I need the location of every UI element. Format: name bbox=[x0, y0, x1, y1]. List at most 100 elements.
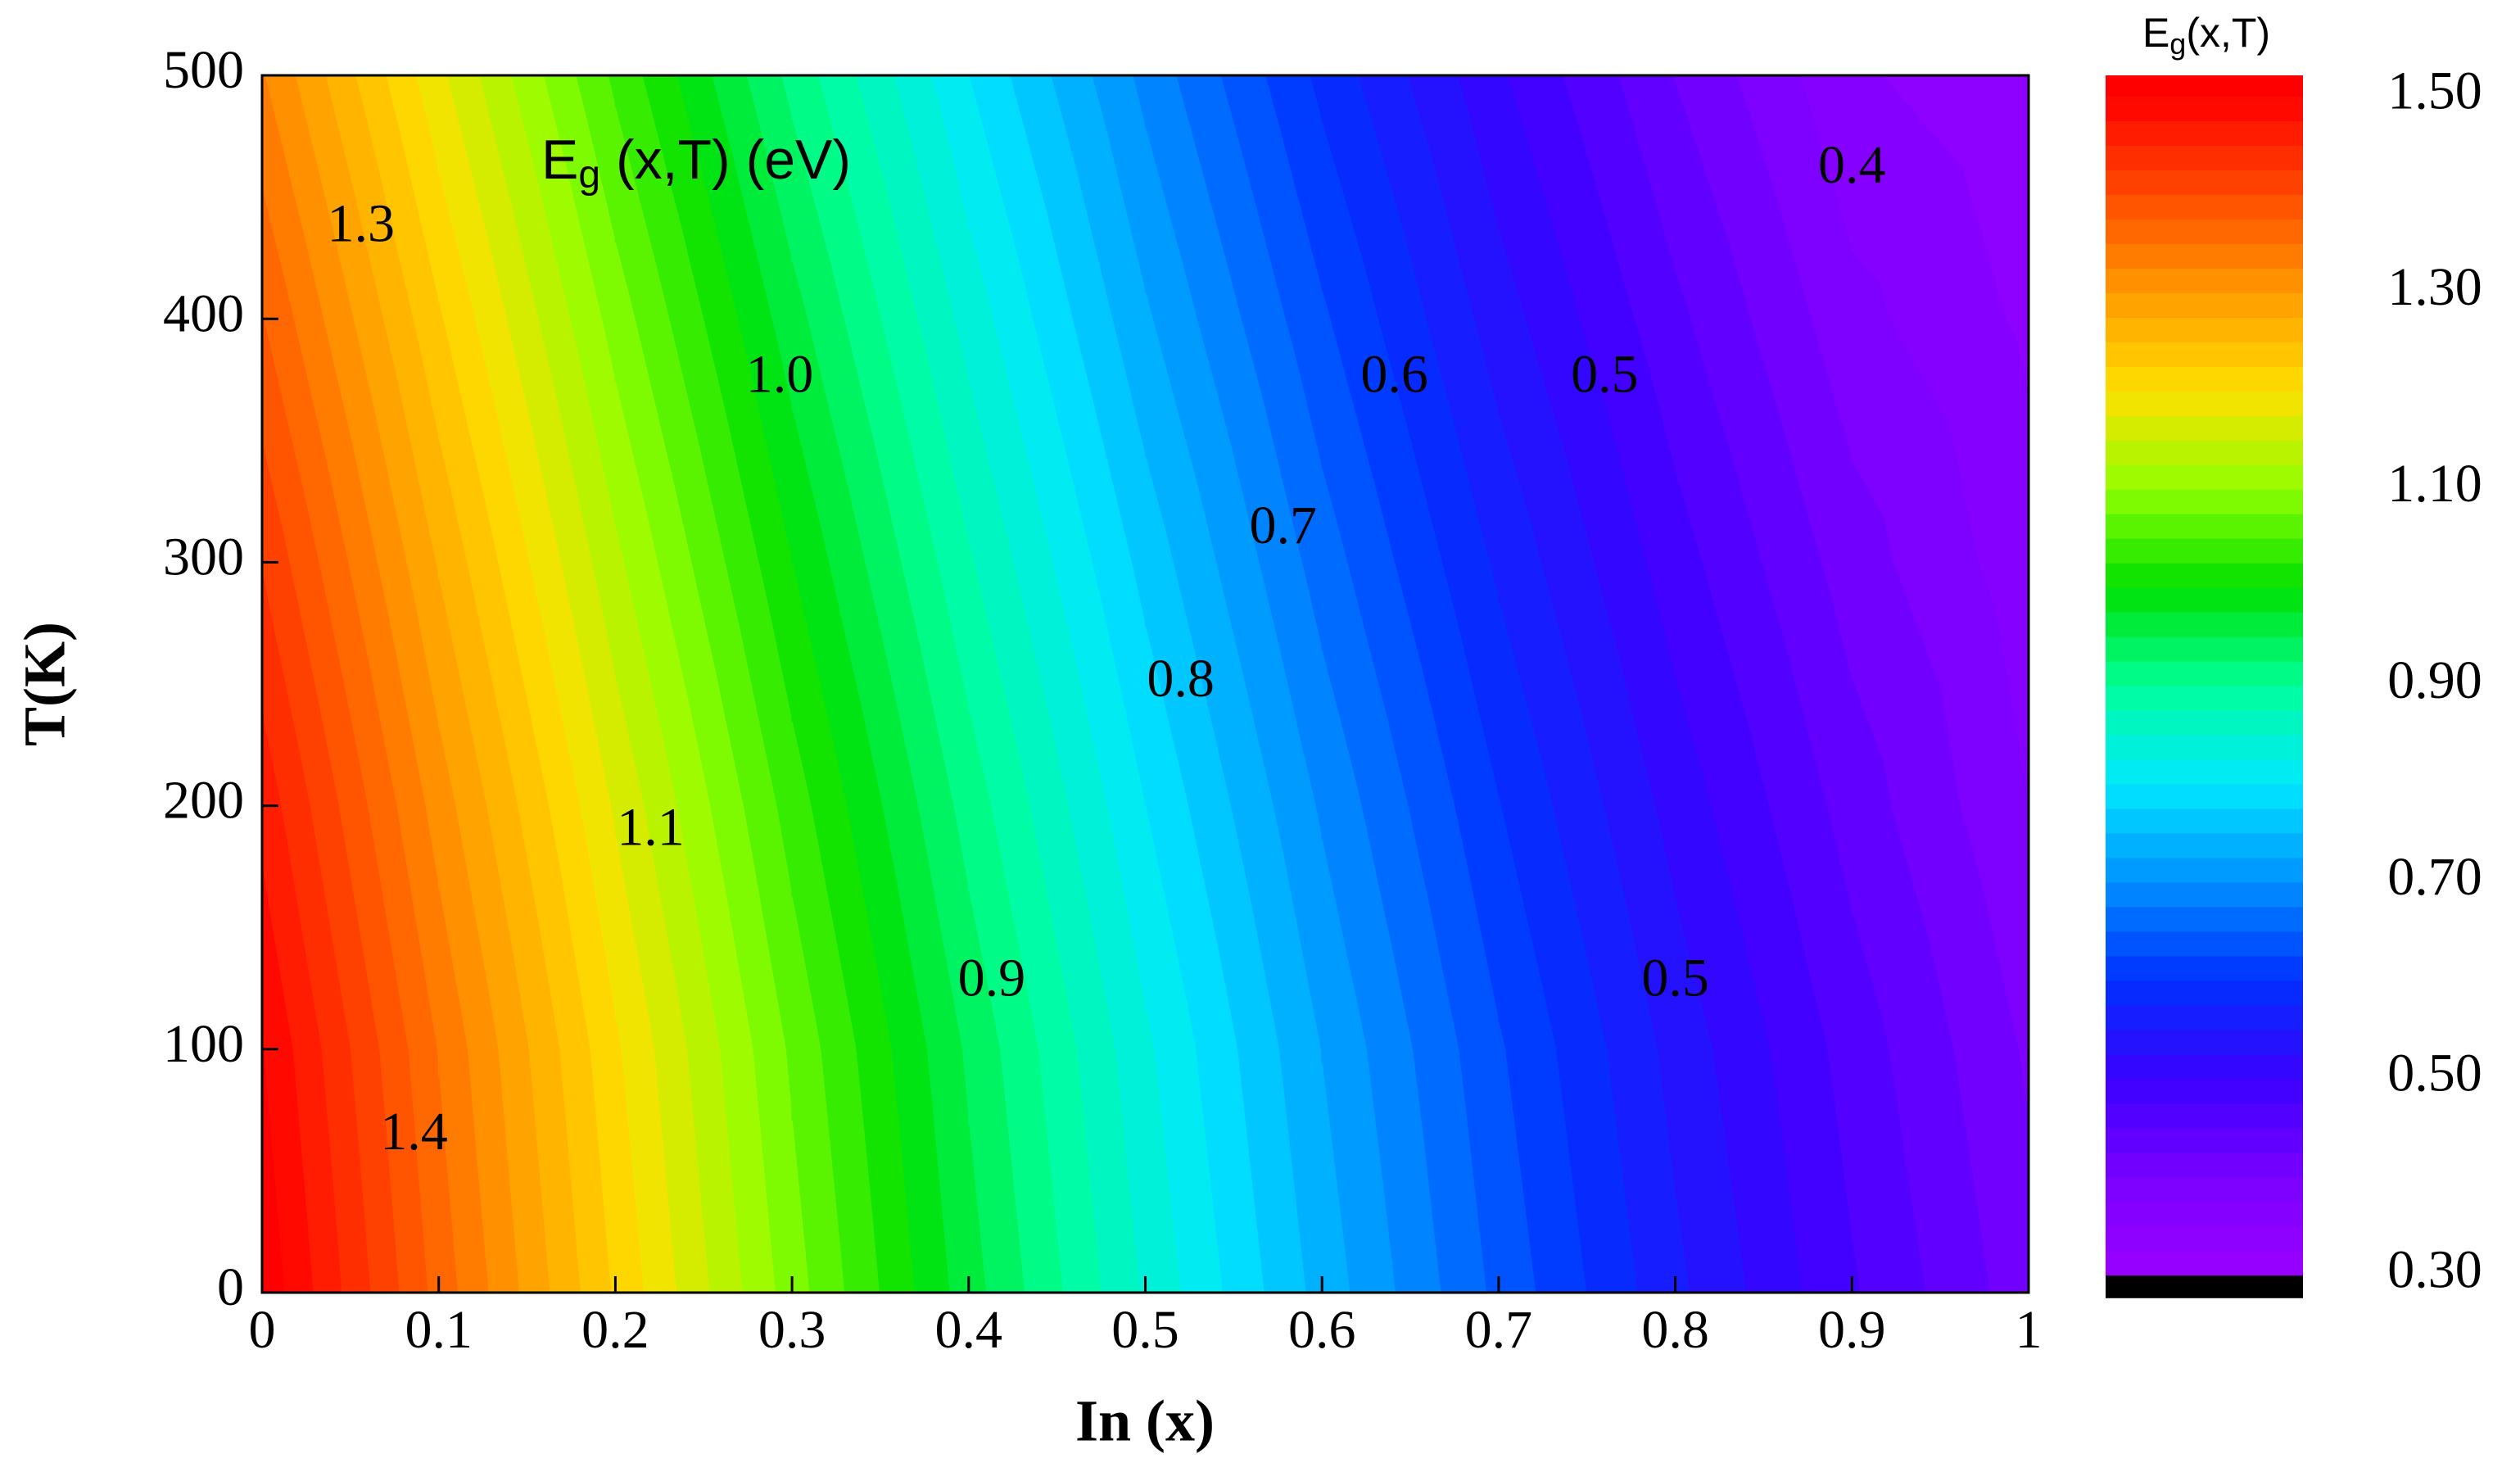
title-subscript: g bbox=[578, 153, 600, 197]
y-tick-label: 400 bbox=[163, 283, 244, 343]
colorbar-band bbox=[2106, 709, 2303, 736]
contour-band bbox=[437, 1077, 456, 1293]
x-tick-label: 0.3 bbox=[758, 1300, 826, 1360]
contour-label: 0.8 bbox=[1147, 649, 1215, 709]
contour-band bbox=[1321, 1063, 1346, 1293]
contour-label: 1.0 bbox=[746, 345, 814, 405]
contour-band bbox=[968, 710, 986, 807]
contour-band bbox=[1851, 912, 1880, 1050]
contour-band bbox=[614, 1019, 621, 1050]
colorbar-tick-label: 1.30 bbox=[2387, 257, 2482, 317]
contour-band bbox=[1851, 1239, 1859, 1293]
contour-band bbox=[1321, 840, 1358, 1050]
colorbar-band bbox=[2106, 537, 2303, 564]
colorbar-band bbox=[2106, 587, 2303, 613]
colorbar-band bbox=[2106, 783, 2303, 809]
colorbar-band bbox=[2106, 194, 2303, 220]
colorbar-tick-label: 0.30 bbox=[2387, 1240, 2482, 1300]
contour-band bbox=[1498, 229, 1518, 319]
colorbar-title-subscript: g bbox=[2169, 27, 2186, 61]
y-axis-label: T(K) bbox=[12, 622, 78, 746]
colorbar-band bbox=[2106, 955, 2303, 981]
contour-label: 0.7 bbox=[1249, 496, 1317, 555]
contour-band bbox=[1144, 292, 1151, 319]
title-part: E bbox=[541, 129, 578, 191]
colorbar-band bbox=[2106, 562, 2303, 588]
colorbar-band bbox=[2106, 1004, 2303, 1030]
colorbar-tick-label: 0.70 bbox=[2387, 847, 2482, 907]
x-tick-label: 0.8 bbox=[1641, 1300, 1709, 1360]
x-tick-label: 0.4 bbox=[935, 1300, 1003, 1360]
chart-title: Eg (x,T) (eV) bbox=[541, 129, 851, 197]
colorbar-band bbox=[2106, 75, 2303, 97]
contour-band bbox=[1674, 679, 1702, 807]
contour-label: 1.3 bbox=[328, 193, 396, 253]
colorbar-band bbox=[2106, 317, 2303, 342]
contour-band bbox=[791, 896, 816, 1050]
colorbar-band bbox=[2106, 759, 2303, 785]
colorbar-band bbox=[2106, 414, 2303, 441]
contour-band bbox=[1674, 272, 1687, 319]
contour-band bbox=[1144, 456, 1167, 564]
contour-label: 0.5 bbox=[1571, 345, 1639, 405]
colorbar-tick-label: 1.10 bbox=[2387, 454, 2482, 514]
colorbar-band bbox=[2106, 96, 2303, 121]
contour-band bbox=[1144, 1008, 1153, 1050]
contour-band bbox=[791, 409, 821, 564]
contour-band bbox=[1498, 414, 1531, 564]
colorbar-band bbox=[2106, 219, 2303, 244]
contour-label: 1.1 bbox=[617, 797, 685, 857]
contour-band bbox=[1851, 678, 1884, 807]
plot-area bbox=[261, 75, 2029, 1293]
colorbar-band bbox=[2106, 1053, 2303, 1080]
contour-band bbox=[1321, 650, 1352, 807]
x-tick-label: 0.2 bbox=[581, 1300, 649, 1360]
contour-band bbox=[968, 1124, 984, 1293]
colorbar-title-part: (x,T) bbox=[2186, 10, 2270, 56]
colorbar-band bbox=[2106, 366, 2303, 392]
contour-band bbox=[1144, 626, 1179, 807]
contour-band bbox=[614, 242, 631, 319]
contour-band bbox=[1498, 797, 1501, 807]
contour-band bbox=[437, 888, 463, 1050]
colorbar-band bbox=[2106, 1103, 2303, 1129]
colorbar-band bbox=[2106, 1127, 2303, 1153]
contour-band bbox=[614, 527, 622, 564]
colorbar-band bbox=[2106, 881, 2303, 908]
contour-band bbox=[1321, 291, 1328, 319]
x-tick-label: 0.7 bbox=[1465, 1300, 1533, 1360]
y-tick-label: 500 bbox=[163, 40, 244, 100]
contour-band bbox=[614, 677, 638, 807]
contour-band bbox=[968, 542, 973, 564]
colorbar-band bbox=[2106, 808, 2303, 834]
colorbar-band bbox=[2106, 931, 2303, 957]
colorbar-band bbox=[2106, 1201, 2303, 1227]
colorbar-band bbox=[2106, 268, 2303, 293]
colorbar-band bbox=[2106, 1176, 2303, 1203]
y-tick-label: 300 bbox=[163, 528, 244, 587]
colorbar-title: Eg(x,T) bbox=[2142, 10, 2270, 60]
colorbar-band bbox=[2106, 857, 2303, 883]
colorbar-band bbox=[2106, 488, 2303, 514]
contour-label: 0.9 bbox=[958, 949, 1026, 1008]
colorbar-band bbox=[2106, 611, 2303, 637]
y-tick-label: 0 bbox=[217, 1257, 244, 1317]
contour-label: 1.4 bbox=[380, 1102, 448, 1162]
colorbar-band bbox=[2106, 980, 2303, 1006]
title-part: (x,T) (eV) bbox=[600, 129, 851, 191]
x-tick-label: 1 bbox=[2016, 1300, 2043, 1360]
contour-band bbox=[437, 440, 461, 564]
contour-band bbox=[791, 1120, 808, 1293]
colorbar-title-part: E bbox=[2142, 10, 2169, 56]
contour-band bbox=[791, 722, 808, 807]
colorbar-band bbox=[2106, 1250, 2303, 1276]
colorbar-band bbox=[2106, 1078, 2303, 1104]
y-tick-label: 100 bbox=[163, 1014, 244, 1074]
contour-label: 0.4 bbox=[1818, 135, 1886, 195]
x-axis-label: In (x) bbox=[1075, 1388, 1215, 1454]
colorbar-band bbox=[2106, 145, 2303, 170]
contour-band bbox=[1851, 251, 1880, 319]
colorbar-band bbox=[2106, 1152, 2303, 1178]
x-tick-label: 0.6 bbox=[1288, 1300, 1356, 1360]
